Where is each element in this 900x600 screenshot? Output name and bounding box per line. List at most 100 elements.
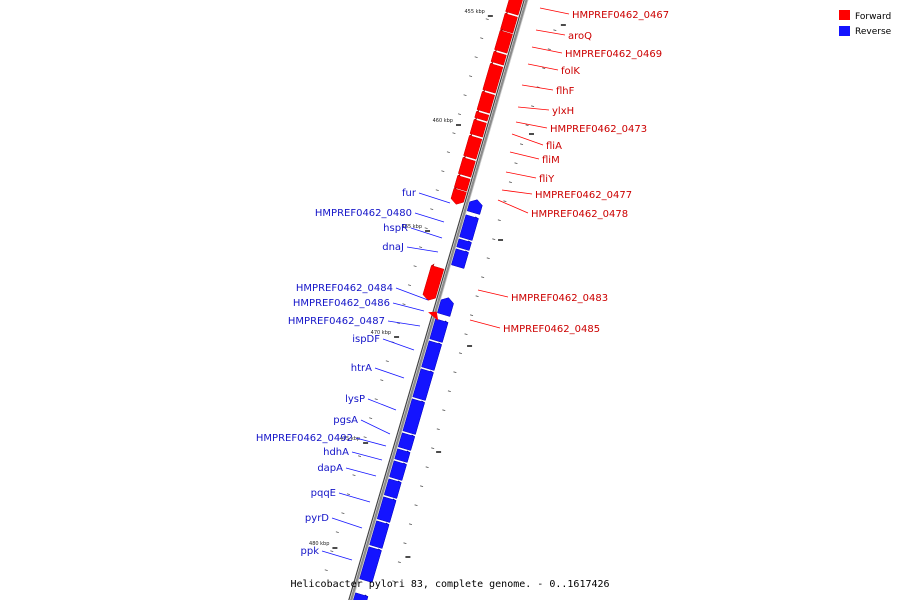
gene-label-reverse: fur xyxy=(402,188,417,199)
gene-reverse-13 xyxy=(376,496,397,523)
gene-reverse-16 xyxy=(353,592,369,600)
gene-forward-13 xyxy=(428,311,439,321)
gene-label-forward: HMPREF0462_0478 xyxy=(531,209,628,220)
minor-tick xyxy=(446,151,450,153)
tick-label: 460 kbp xyxy=(433,118,453,124)
gene-label-reverse: HMPREF0462_0487 xyxy=(288,316,385,327)
leader-line xyxy=(345,467,377,477)
gene-reverse-9 xyxy=(397,432,416,451)
minor-tick xyxy=(346,493,350,495)
minor-tick xyxy=(397,561,401,564)
gene-reverse-7 xyxy=(412,368,434,401)
minor-tick xyxy=(408,523,413,526)
minor-tick xyxy=(480,37,484,39)
gene-label-reverse: ispDF xyxy=(352,334,380,345)
gene-label-reverse: pqqE xyxy=(311,488,336,499)
gene-label-forward: fliY xyxy=(539,174,555,185)
gene-label-forward: HMPREF0462_0477 xyxy=(535,190,632,201)
gene-forward-4 xyxy=(482,61,504,94)
gene-label-reverse: HMPREF0462_0480 xyxy=(315,208,412,219)
gene-forward-7 xyxy=(469,117,487,138)
leader-line xyxy=(535,29,566,36)
minor-tick xyxy=(341,512,345,514)
minor-tick xyxy=(542,67,546,70)
minor-tick xyxy=(402,303,406,305)
minor-tick xyxy=(497,219,501,222)
leader-line xyxy=(511,133,544,146)
tick-label: 480 kbp xyxy=(309,541,329,547)
minor-tick xyxy=(486,257,490,260)
leader-line xyxy=(515,121,548,129)
minor-tick xyxy=(474,56,478,58)
gene-forward-12 xyxy=(422,263,445,301)
minor-tick xyxy=(419,246,423,248)
minor-tick xyxy=(431,447,435,450)
minor-tick xyxy=(396,322,400,324)
gene-reverse-5 xyxy=(429,318,449,343)
leader-line xyxy=(477,289,509,298)
minor-tick xyxy=(458,352,463,355)
gene-label-reverse: hdhA xyxy=(323,447,349,458)
forward-genes xyxy=(422,0,523,321)
minor-tick xyxy=(425,466,429,469)
minor-tick xyxy=(464,333,468,336)
gene-reverse-8 xyxy=(402,398,426,435)
leader-line xyxy=(382,338,415,351)
gene-label-reverse: HMPREF0462_0484 xyxy=(296,283,393,294)
gene-reverse-0 xyxy=(466,199,483,215)
minor-tick xyxy=(475,295,479,298)
gene-reverse-3 xyxy=(451,248,469,269)
gene-label-reverse: hspR xyxy=(383,223,408,234)
gene-label-forward: flhF xyxy=(556,86,575,97)
minor-tick xyxy=(413,265,417,267)
minor-tick xyxy=(407,284,412,286)
minor-tick xyxy=(430,208,434,210)
gene-label-reverse: htrA xyxy=(351,363,372,374)
legend-reverse-label: Reverse xyxy=(855,27,892,37)
minor-tick xyxy=(436,428,440,431)
gene-label-forward: HMPREF0462_0469 xyxy=(565,49,662,60)
minor-tick xyxy=(335,531,339,533)
leader-line xyxy=(501,189,533,195)
leader-line xyxy=(367,398,397,411)
leader-line xyxy=(355,437,387,447)
gene-label-forward: ylxH xyxy=(552,106,574,117)
minor-tick xyxy=(352,474,356,476)
leader-line xyxy=(392,302,425,312)
gene-forward-11 xyxy=(450,186,467,205)
gene-reverse-10 xyxy=(394,448,411,463)
gene-label-forward: folK xyxy=(561,66,580,77)
minor-tick xyxy=(452,132,456,134)
minor-tick xyxy=(547,48,551,51)
gene-forward-9 xyxy=(457,155,476,178)
leader-line xyxy=(410,227,443,239)
gene-forward-1 xyxy=(500,11,518,34)
minor-tick xyxy=(385,360,389,362)
minor-tick xyxy=(492,238,496,241)
gene-reverse-1 xyxy=(459,214,479,241)
minor-tick xyxy=(369,417,373,419)
minor-tick xyxy=(324,569,328,571)
tick-label: 470 kbp xyxy=(371,330,391,336)
tick-label: 455 kbp xyxy=(464,9,484,15)
minor-tick xyxy=(403,542,407,545)
leader-line xyxy=(374,367,405,379)
minor-tick xyxy=(363,436,367,438)
leader-line xyxy=(509,151,540,160)
leader-line xyxy=(418,192,451,204)
leader-line xyxy=(527,63,559,71)
minor-tick xyxy=(441,170,445,172)
gene-label-forward: HMPREF0462_0467 xyxy=(572,10,669,21)
minor-tick xyxy=(453,371,457,374)
gene-label-forward: HMPREF0462_0485 xyxy=(503,324,600,335)
legend-forward-swatch xyxy=(839,10,850,20)
gene-reverse-12 xyxy=(383,478,402,499)
leader-line xyxy=(338,492,371,503)
gene-label-reverse: ppk xyxy=(301,546,320,557)
gene-reverse-6 xyxy=(421,340,443,371)
gene-label-forward: fliM xyxy=(542,155,560,166)
minor-tick xyxy=(442,409,446,412)
minor-tick xyxy=(514,162,518,165)
gene-forward-6 xyxy=(474,109,490,122)
